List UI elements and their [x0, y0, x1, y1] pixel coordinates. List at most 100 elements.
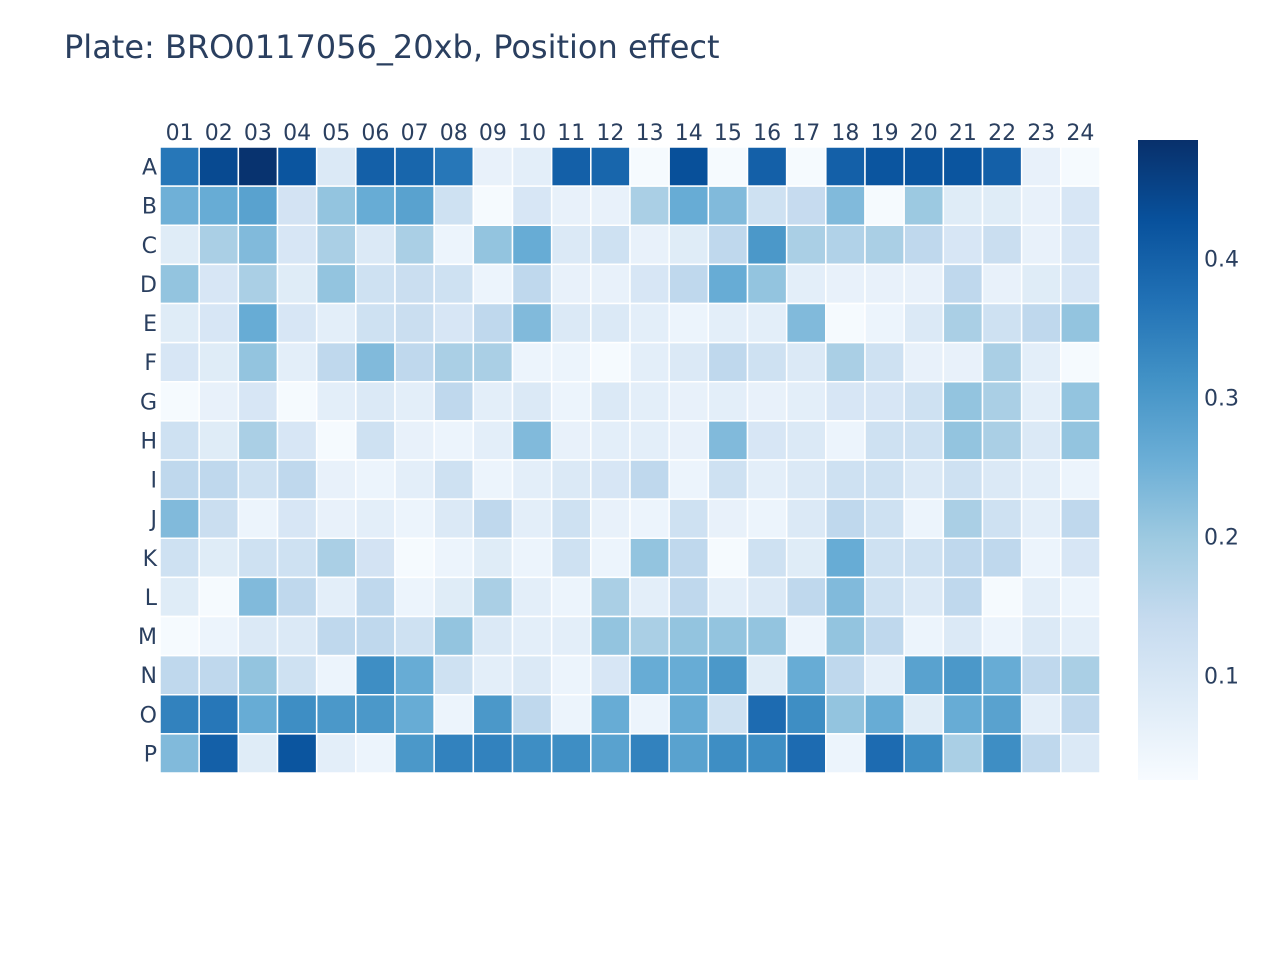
heatmap-cell-F11: [550, 341, 592, 383]
heatmap-cell-M20: [903, 615, 945, 657]
heatmap-cell-L13: [629, 576, 670, 618]
heatmap-cell-E08: [433, 302, 475, 344]
heatmap-cell-G21: [942, 381, 984, 422]
heatmap-cell-J03: [237, 498, 279, 539]
heatmap-cell-C04: [276, 224, 318, 266]
heatmap-cell-F01: [159, 341, 200, 383]
heatmap-cell-N14: [668, 654, 710, 696]
x-tick-label: 22: [988, 121, 1016, 146]
heatmap-cell-K04: [276, 537, 318, 579]
heatmap-cell-E09: [472, 302, 514, 344]
heatmap-cell-H24: [1060, 420, 1101, 461]
x-tick-label: 08: [440, 121, 468, 146]
heatmap-cell-A20: [903, 146, 945, 187]
heatmap-cell-O11: [550, 694, 592, 735]
heatmap-cell-C01: [159, 224, 200, 266]
heatmap-cell-F22: [981, 341, 1023, 383]
heatmap-cell-B12: [590, 185, 631, 226]
heatmap-cell-E14: [668, 302, 710, 344]
heatmap-cell-O18: [825, 694, 866, 735]
heatmap-cell-H15: [707, 420, 749, 461]
heatmap-cell-O07: [394, 694, 435, 735]
y-tick-label: O: [140, 703, 157, 728]
heatmap-cell-G04: [276, 381, 318, 422]
heatmap-cell-N18: [825, 654, 866, 696]
heatmap-cell-E01: [159, 302, 200, 344]
heatmap-cell-P24: [1060, 733, 1101, 774]
heatmap-cell-D07: [394, 263, 435, 305]
heatmap-cell-P05: [315, 733, 357, 774]
heatmap-cell-J01: [159, 498, 200, 539]
heatmap-cell-K20: [903, 537, 945, 579]
heatmap-cell-A02: [198, 146, 240, 187]
heatmap-cell-J07: [394, 498, 435, 539]
heatmap-cell-N16: [746, 654, 788, 696]
heatmap-cell-J20: [903, 498, 945, 539]
heatmap-cell-M04: [276, 615, 318, 657]
heatmap-cell-M18: [825, 615, 866, 657]
heatmap-cell-D11: [550, 263, 592, 305]
heatmap-cell-M07: [394, 615, 435, 657]
heatmap-cell-B06: [355, 185, 396, 226]
heatmap-cell-L03: [237, 576, 279, 618]
heatmap-cell-J04: [276, 498, 318, 539]
heatmap-cell-B14: [668, 185, 710, 226]
heatmap-cell-A11: [550, 146, 592, 187]
heatmap-cell-C17: [785, 224, 827, 266]
heatmap-cell-N19: [864, 654, 905, 696]
heatmap-cell-G19: [864, 381, 905, 422]
heatmap-cell-I20: [903, 459, 945, 500]
heatmap-cell-G09: [472, 381, 514, 422]
heatmap-cell-F23: [1020, 341, 1062, 383]
heatmap-cell-E15: [707, 302, 749, 344]
heatmap-cell-F08: [433, 341, 475, 383]
x-tick-label: 24: [1066, 121, 1094, 146]
heatmap-cell-L11: [550, 576, 592, 618]
heatmap-cell-A19: [864, 146, 905, 187]
heatmap-cell-J19: [864, 498, 905, 539]
heatmap-cell-F20: [903, 341, 945, 383]
y-tick-label: F: [144, 351, 157, 376]
heatmap-cell-K22: [981, 537, 1023, 579]
heatmap-cell-H22: [981, 420, 1023, 461]
heatmap-cell-A04: [276, 146, 318, 187]
heatmap-cell-N22: [981, 654, 1023, 696]
heatmap-cell-K01: [159, 537, 200, 579]
x-tick-label: 03: [244, 121, 272, 146]
heatmap-cell-M11: [550, 615, 592, 657]
heatmap-cell-G02: [198, 381, 240, 422]
heatmap-cell-N08: [433, 654, 475, 696]
heatmap-cell-L23: [1020, 576, 1062, 618]
heatmap-cell-I24: [1060, 459, 1101, 500]
heatmap-cell-I04: [276, 459, 318, 500]
heatmap-cell-I14: [668, 459, 710, 500]
heatmap-cell-C10: [511, 224, 553, 266]
heatmap-cell-B13: [629, 185, 670, 226]
heatmap-cell-L21: [942, 576, 984, 618]
heatmap-cell-K13: [629, 537, 670, 579]
heatmap-cell-H13: [629, 420, 670, 461]
x-tick-label: 20: [910, 121, 938, 146]
heatmap-cell-G03: [237, 381, 279, 422]
colorbar-tick-label: 0.1: [1204, 665, 1239, 690]
heatmap-cell-I11: [550, 459, 592, 500]
heatmap-cell-M10: [511, 615, 553, 657]
heatmap-cell-P11: [550, 733, 592, 774]
heatmap-cell-L01: [159, 576, 200, 618]
heatmap-cell-I03: [237, 459, 279, 500]
heatmap-cells: [159, 146, 1101, 774]
heatmap-cell-N05: [315, 654, 357, 696]
heatmap-cell-H21: [942, 420, 984, 461]
heatmap-cell-C22: [981, 224, 1023, 266]
heatmap-cell-F05: [315, 341, 357, 383]
heatmap-cell-P08: [433, 733, 475, 774]
heatmap-cell-B04: [276, 185, 318, 226]
heatmap-cell-B18: [825, 185, 866, 226]
heatmap-cell-D09: [472, 263, 514, 305]
heatmap-cell-H10: [511, 420, 553, 461]
heatmap-cell-C09: [472, 224, 514, 266]
heatmap-cell-I12: [590, 459, 631, 500]
heatmap-cell-I10: [511, 459, 553, 500]
heatmap-cell-F10: [511, 341, 553, 383]
